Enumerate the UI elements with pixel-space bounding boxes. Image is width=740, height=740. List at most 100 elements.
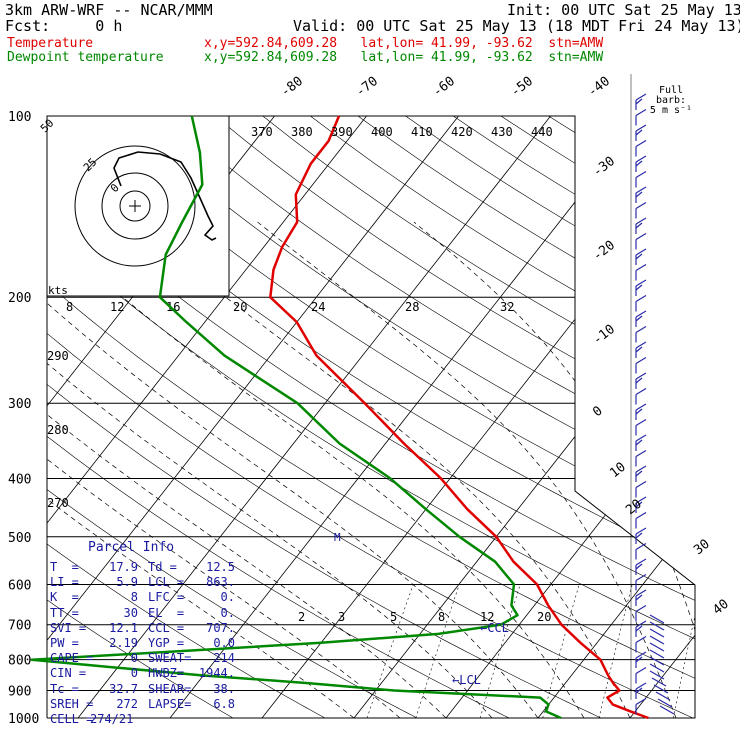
lcl-marker: ←LCL — [452, 673, 481, 687]
pressure-label-100: 100 — [8, 110, 31, 125]
dry-adiabat — [167, 116, 695, 718]
wind-barb-flag — [635, 697, 647, 706]
dry-adiabat — [47, 116, 510, 718]
wind-barb-flag — [635, 93, 647, 101]
parcel-value: 32.7 — [109, 681, 138, 696]
parcel-value: 12.5 — [206, 560, 235, 574]
wind-barb-flag — [635, 356, 647, 365]
parcel-value: 0 — [130, 666, 138, 681]
parcel-label: LCL = — [148, 575, 185, 590]
theta-label: 440 — [531, 125, 553, 139]
hodo-axis-value: 16 — [166, 300, 180, 314]
wind-barb-flag — [635, 589, 647, 597]
wind-barb-flag — [635, 418, 647, 427]
parcel-label: Tc = — [50, 681, 79, 696]
wind-barb-half — [635, 625, 643, 632]
wind-barb-flag — [635, 480, 647, 489]
wind-barb-half — [635, 222, 643, 229]
pressure-label-800: 800 — [8, 654, 31, 669]
wind-barb-low — [649, 642, 665, 652]
wind-barb-flag — [635, 372, 647, 380]
parcel-value: 0 — [130, 651, 138, 666]
isotherm-line — [47, 116, 367, 718]
hodo-axis-value: 32 — [500, 300, 514, 314]
moist-adiabat — [582, 221, 695, 718]
wind-barb-flag — [635, 387, 647, 396]
wind-barb-flag — [635, 108, 647, 117]
parcel-value: 0.0 — [213, 636, 235, 650]
parcel-value: 0. — [220, 590, 235, 605]
theta-label: 390 — [331, 125, 353, 139]
dry-adiabat — [119, 116, 695, 718]
isotherm-line — [353, 116, 695, 718]
full-barb-legend: Full barb: 5 m s⁻¹ — [641, 86, 701, 116]
moist-adiabat — [47, 221, 401, 718]
temperature-label: Temperature — [7, 36, 94, 51]
moist-adiabat — [47, 221, 539, 718]
dry-adiabat — [47, 116, 695, 718]
parcel-label: SREH = — [50, 696, 94, 711]
theta-label: 370 — [251, 125, 273, 139]
parcel-label: PW = — [50, 636, 79, 650]
dry-adiabat — [405, 116, 695, 718]
wind-barb-flag — [635, 403, 647, 411]
hodograph-trace — [113, 151, 217, 241]
dry-adiabat — [47, 116, 326, 718]
isotherm-label: -50 — [508, 74, 536, 100]
wind-barb-flag — [635, 511, 647, 520]
parcel-value: 272 — [116, 696, 138, 711]
isotherm-label: -60 — [430, 74, 458, 100]
parcel-value: 863. — [206, 575, 235, 590]
wind-barb-flag — [635, 682, 647, 690]
wind-barb-flag — [635, 542, 647, 551]
parcel-label: SVI = — [50, 620, 87, 635]
wind-barb-half — [635, 129, 643, 136]
dry-adiabat — [310, 116, 695, 718]
pressure-label-900: 900 — [8, 684, 31, 699]
parcel-value: 12.1 — [109, 620, 138, 635]
wind-barb-low — [649, 614, 665, 624]
wind-barb-half — [635, 284, 643, 291]
wind-barb-flag — [635, 434, 647, 442]
parcel-label: CAPE = — [50, 651, 94, 666]
wind-barb-flag — [635, 155, 647, 163]
isotherm-line — [722, 116, 740, 718]
valid-time: Valid: 00 UTC Sat 25 May 13 (18 MDT Fri … — [293, 17, 740, 35]
wind-barb-half — [635, 315, 643, 322]
isotherm-label: 40 — [710, 597, 732, 618]
wind-barb-flag — [635, 635, 647, 644]
wind-barb-flag — [635, 573, 647, 582]
wind-barb-half — [635, 408, 643, 415]
parcel-value: 707. — [206, 620, 235, 635]
wind-barb-flag — [635, 170, 647, 179]
parcel-value: 214 — [213, 651, 235, 666]
mixing-ratio-line — [479, 584, 521, 718]
model-title: 3km ARW-WRF -- NCAR/MMM — [5, 1, 213, 19]
wind-barb-half — [635, 439, 643, 446]
parcel-value: 30 — [123, 605, 138, 620]
wind-barb-flag — [635, 325, 647, 334]
dewpoint-label: Dewpoint temperature — [7, 50, 164, 65]
parcel-label: LI = — [50, 575, 79, 590]
wind-barb-flag — [635, 449, 647, 458]
wind-barb-flag — [635, 248, 647, 256]
wind-barb-half — [635, 377, 643, 384]
isotherm-label: 0 — [590, 404, 605, 421]
mixing-ratio-label: 8 — [438, 610, 445, 624]
wind-barb-flag — [635, 620, 647, 628]
parcel-value: 0. — [220, 605, 235, 620]
wind-barb-half — [635, 687, 643, 694]
dry-adiabat — [47, 116, 695, 718]
mixing-ratio-line — [673, 584, 695, 718]
ccl-marker: ←CCL — [480, 621, 509, 635]
dry-adiabat — [214, 116, 695, 718]
parcel-info-title: Parcel Info — [88, 540, 175, 555]
pressure-label-600: 600 — [8, 578, 31, 593]
wind-barb-low — [649, 670, 665, 680]
parcel-label: CIN = — [50, 666, 87, 681]
wind-barb-flag — [635, 139, 647, 148]
mixing-ratio-label: 3 — [338, 610, 345, 624]
wind-barb-low — [649, 621, 665, 631]
isotherm-label: 10 — [607, 460, 629, 481]
